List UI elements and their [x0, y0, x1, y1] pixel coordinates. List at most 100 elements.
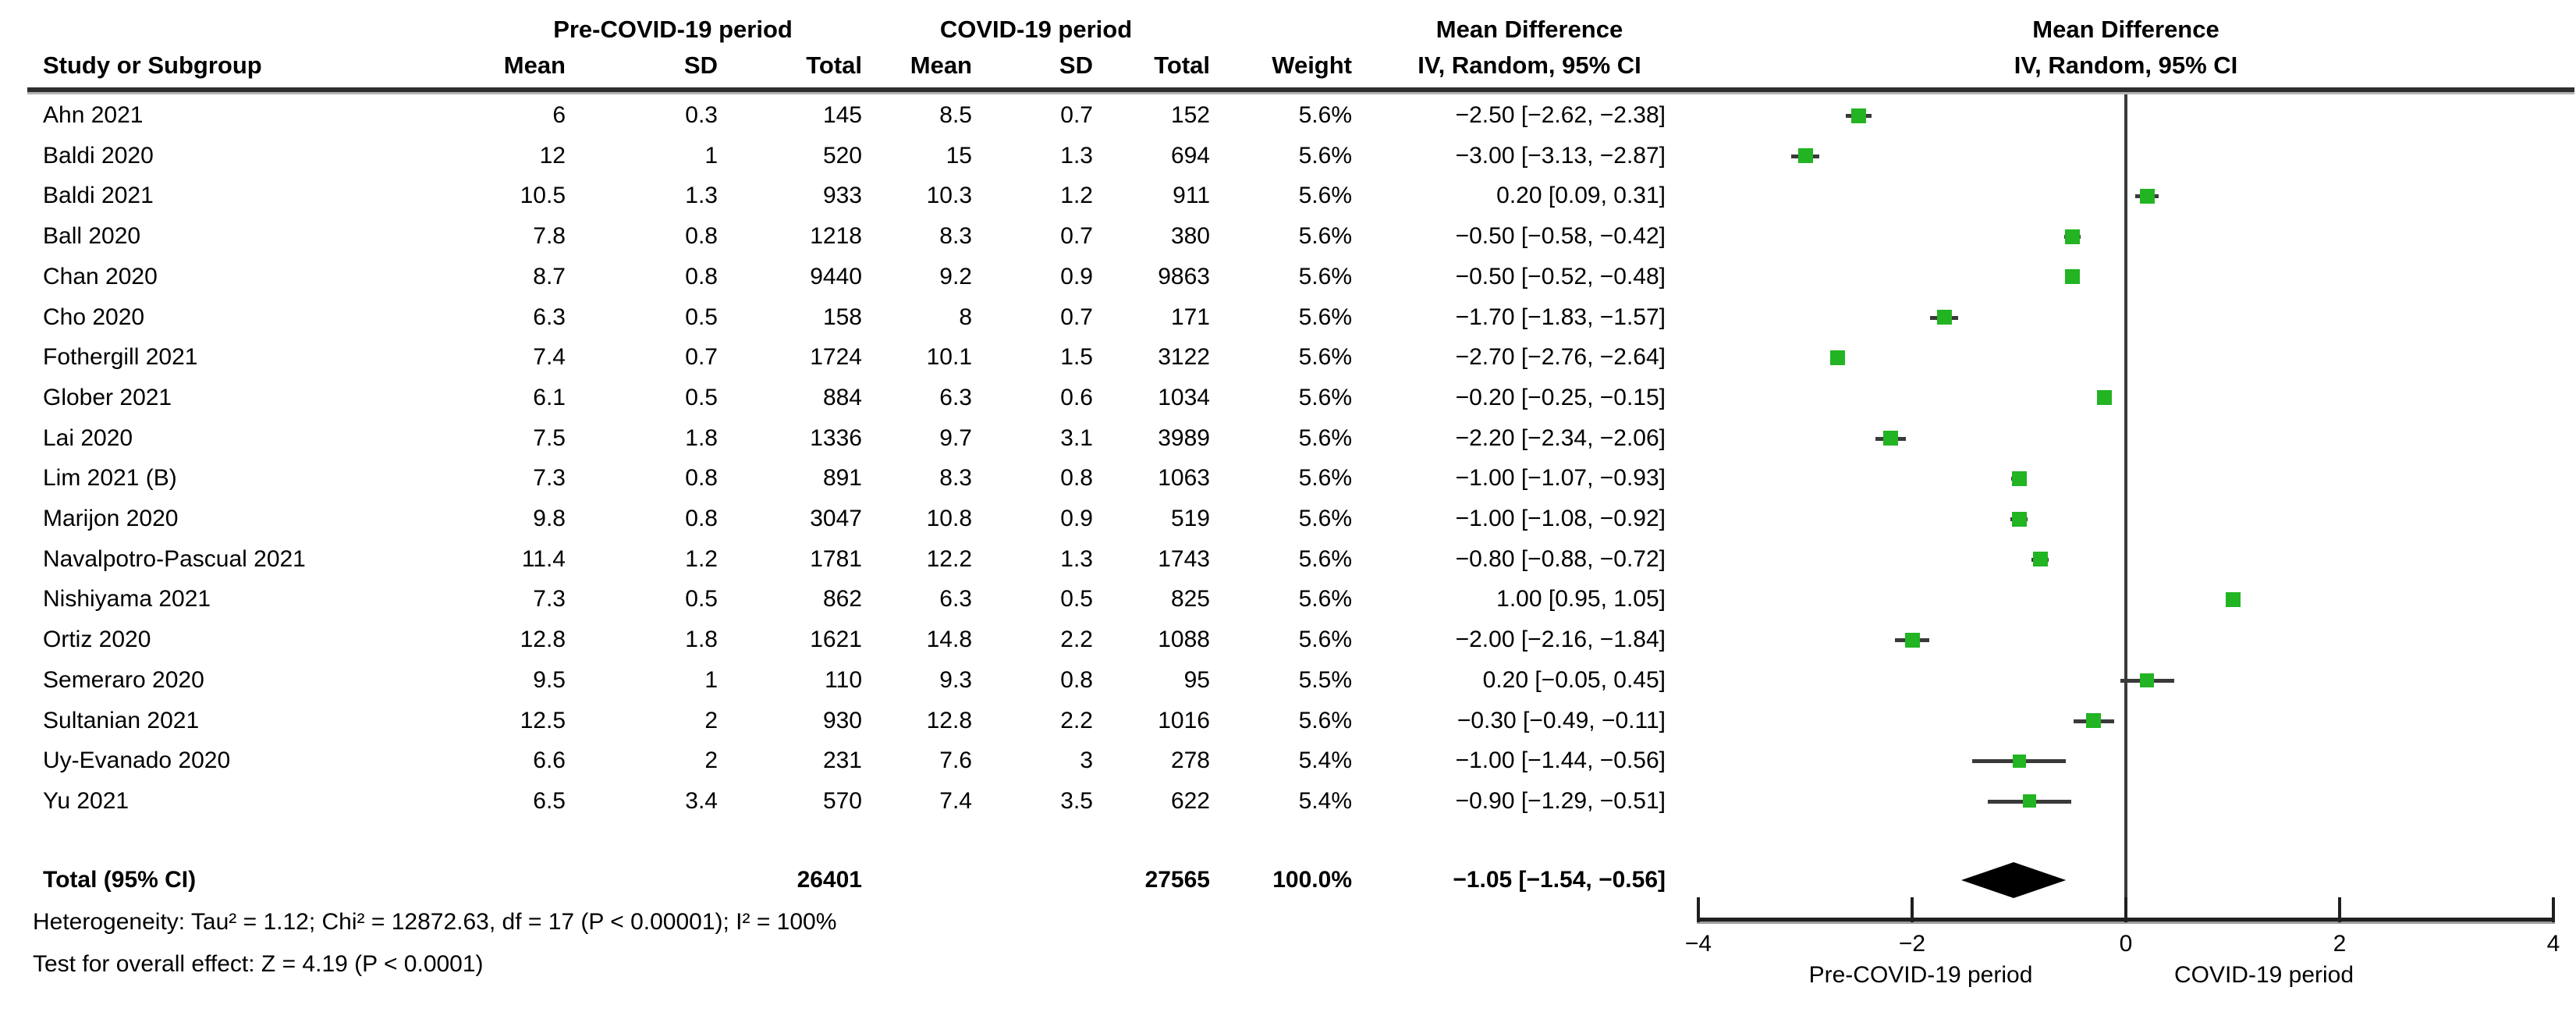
covid-sd-cell: 3.1 [1060, 424, 1093, 451]
ci-text-cell: −3.00 [−3.13, −2.87] [1455, 142, 1666, 169]
study-name-cell: Baldi 2021 [43, 183, 154, 209]
covid-total-cell: 27565 [1144, 867, 1210, 893]
study-name-cell: Ortiz 2020 [43, 627, 151, 653]
pre-mean-cell: 12.8 [520, 627, 566, 653]
covid-mean-cell: 6.3 [939, 586, 972, 613]
pre-mean-header: Mean [503, 51, 566, 79]
pre-total-cell: 231 [822, 747, 862, 774]
pre-mean-cell: 11.4 [521, 545, 566, 572]
ci-text-cell: −2.50 [−2.62, −2.38] [1455, 102, 1666, 128]
axis-caption-right: COVID-19 period [2173, 962, 2354, 988]
plot-title: Mean Difference [2032, 16, 2219, 43]
covid-mean-cell: 9.7 [939, 424, 972, 451]
covid-total-cell: 380 [1170, 223, 1210, 250]
weight-cell: 5.6% [1298, 344, 1352, 371]
study-name-cell: Marijon 2020 [43, 506, 179, 531]
pre-total-cell: 9440 [810, 263, 862, 289]
pre-mean-cell: 6.3 [533, 304, 566, 330]
weight-cell: 5.6% [1298, 506, 1352, 531]
effect-marker [2225, 591, 2241, 607]
covid-mean-cell [862, 861, 972, 900]
covid-total-cell: 3989 [1158, 424, 1210, 451]
covid-sd-cell: 0.9 [1060, 506, 1093, 531]
ci-text-cell: −0.80 [−0.88, −0.72] [1455, 545, 1666, 572]
weight-cell: 5.6% [1298, 263, 1352, 289]
covid-total-cell: 1743 [1158, 545, 1210, 572]
effect-marker [2011, 511, 2027, 527]
weight-cell: 5.6% [1298, 707, 1352, 733]
study-name-cell: Lai 2020 [43, 424, 133, 451]
study-row: Ortiz 2020 12.8 1.8 1621 14.8 2.2 1088 5.6% −2.0… [43, 620, 1666, 659]
ci-text-cell: −2.00 [−2.16, −1.84] [1455, 627, 1666, 653]
covid-mean-cell: 9.3 [939, 666, 972, 693]
study-name-cell: Cho 2020 [43, 304, 145, 330]
study-row: Uy-Evanado 2020 6.6 2 231 7.6 3 278 5.4% −1.00 [… [43, 741, 1666, 780]
axis-tick-label: 4 [2546, 931, 2560, 957]
pre-sd-cell: 0.5 [685, 586, 718, 613]
pre-total-cell: 862 [822, 586, 862, 613]
study-row: Sultanian 2021 12.5 2 930 12.8 2.2 1016 5.6% −0.… [43, 701, 1666, 740]
pre-total-cell: 3047 [810, 506, 862, 531]
effect-marker [2023, 794, 2037, 808]
covid-total-cell: 1034 [1158, 384, 1210, 410]
ci-text-cell: −0.50 [−0.58, −0.42] [1455, 223, 1666, 250]
covid-sd-cell: 0.6 [1060, 384, 1093, 410]
ci-text-cell: 1.00 [0.95, 1.05] [1496, 586, 1666, 613]
effect-marker [1851, 108, 1866, 123]
pre-sd-cell: 1.3 [685, 183, 718, 209]
covid-mean-cell: 8.3 [939, 223, 972, 250]
ci-text-cell: −0.20 [−0.25, −0.15] [1455, 384, 1666, 410]
pre-sd-cell: 0.8 [685, 465, 718, 492]
pre-total-cell: 891 [822, 465, 862, 492]
pre-sd-cell: 2 [704, 747, 718, 774]
study-column-header: Study or Subgroup [43, 51, 262, 79]
study-name-cell: Glober 2021 [43, 384, 172, 410]
header-rule-shadow [27, 92, 2574, 94]
pre-mean-cell: 6.5 [533, 787, 566, 814]
pre-sd-cell: 0.5 [685, 384, 718, 410]
pre-total-cell: 520 [822, 142, 862, 169]
effect-marker [2032, 552, 2048, 567]
study-row: Marijon 2020 9.8 0.8 3047 10.8 0.9 519 5.6% −1.0… [43, 499, 1666, 538]
covid-sd-cell: 2.2 [1060, 707, 1093, 733]
summary-diamond [1961, 862, 2067, 898]
covid-total-cell: 1016 [1158, 707, 1210, 733]
pre-sd-cell: 1 [704, 666, 718, 693]
study-name-cell: Nishiyama 2021 [43, 586, 211, 613]
axis-tick [2552, 897, 2555, 922]
study-row: Semeraro 2020 9.5 1 110 9.3 0.8 95 5.5% 0.20 [−0… [43, 661, 1666, 700]
pre-sd-cell: 3.4 [685, 787, 718, 814]
pre-total-header: Total [806, 51, 862, 79]
ci-text-cell: 0.20 [−0.05, 0.45] [1482, 666, 1666, 693]
covid-total-cell: 694 [1170, 142, 1210, 169]
covid-total-cell: 152 [1170, 102, 1210, 128]
pre-mean-cell: 7.4 [533, 344, 566, 371]
weight-cell: 5.6% [1298, 465, 1352, 492]
weight-cell: 5.6% [1298, 183, 1352, 209]
covid-mean-cell: 8 [959, 304, 972, 330]
pre-sd-cell: 1 [704, 142, 718, 169]
pre-mean-cell: 6.1 [533, 384, 566, 410]
axis-tick [2338, 897, 2341, 922]
study-row: Baldi 2020 12 1 520 15 1.3 694 5.6% −3.00 [−3.13… [43, 137, 1666, 176]
effect-marker [2139, 188, 2155, 204]
pre-mean-cell: 7.3 [533, 465, 566, 492]
pre-total-cell: 930 [822, 707, 862, 733]
ci-text-cell: −0.90 [−1.29, −0.51] [1455, 787, 1666, 814]
ci-text-cell: −0.30 [−0.49, −0.11] [1457, 707, 1666, 733]
effect-marker [1904, 632, 1920, 648]
covid-mean-cell: 8.5 [939, 102, 972, 128]
pre-sd-cell: 0.7 [685, 344, 718, 371]
pre-covid-group-header: Pre-COVID-19 period [553, 16, 793, 43]
pre-mean-cell: 7.5 [533, 424, 566, 451]
covid-mean-cell: 9.2 [939, 263, 972, 289]
covid-sd-cell: 1.3 [1060, 545, 1093, 572]
study-name-cell: Fothergill 2021 [43, 344, 198, 371]
covid-total-cell: 519 [1170, 506, 1210, 531]
pre-mean-cell: 9.8 [533, 506, 566, 531]
study-name-cell: Sultanian 2021 [43, 707, 200, 733]
covid-sd-cell: 1.5 [1060, 344, 1093, 371]
study-name-cell: Total (95% CI) [43, 867, 197, 893]
covid-mean-cell: 12.2 [926, 545, 972, 572]
